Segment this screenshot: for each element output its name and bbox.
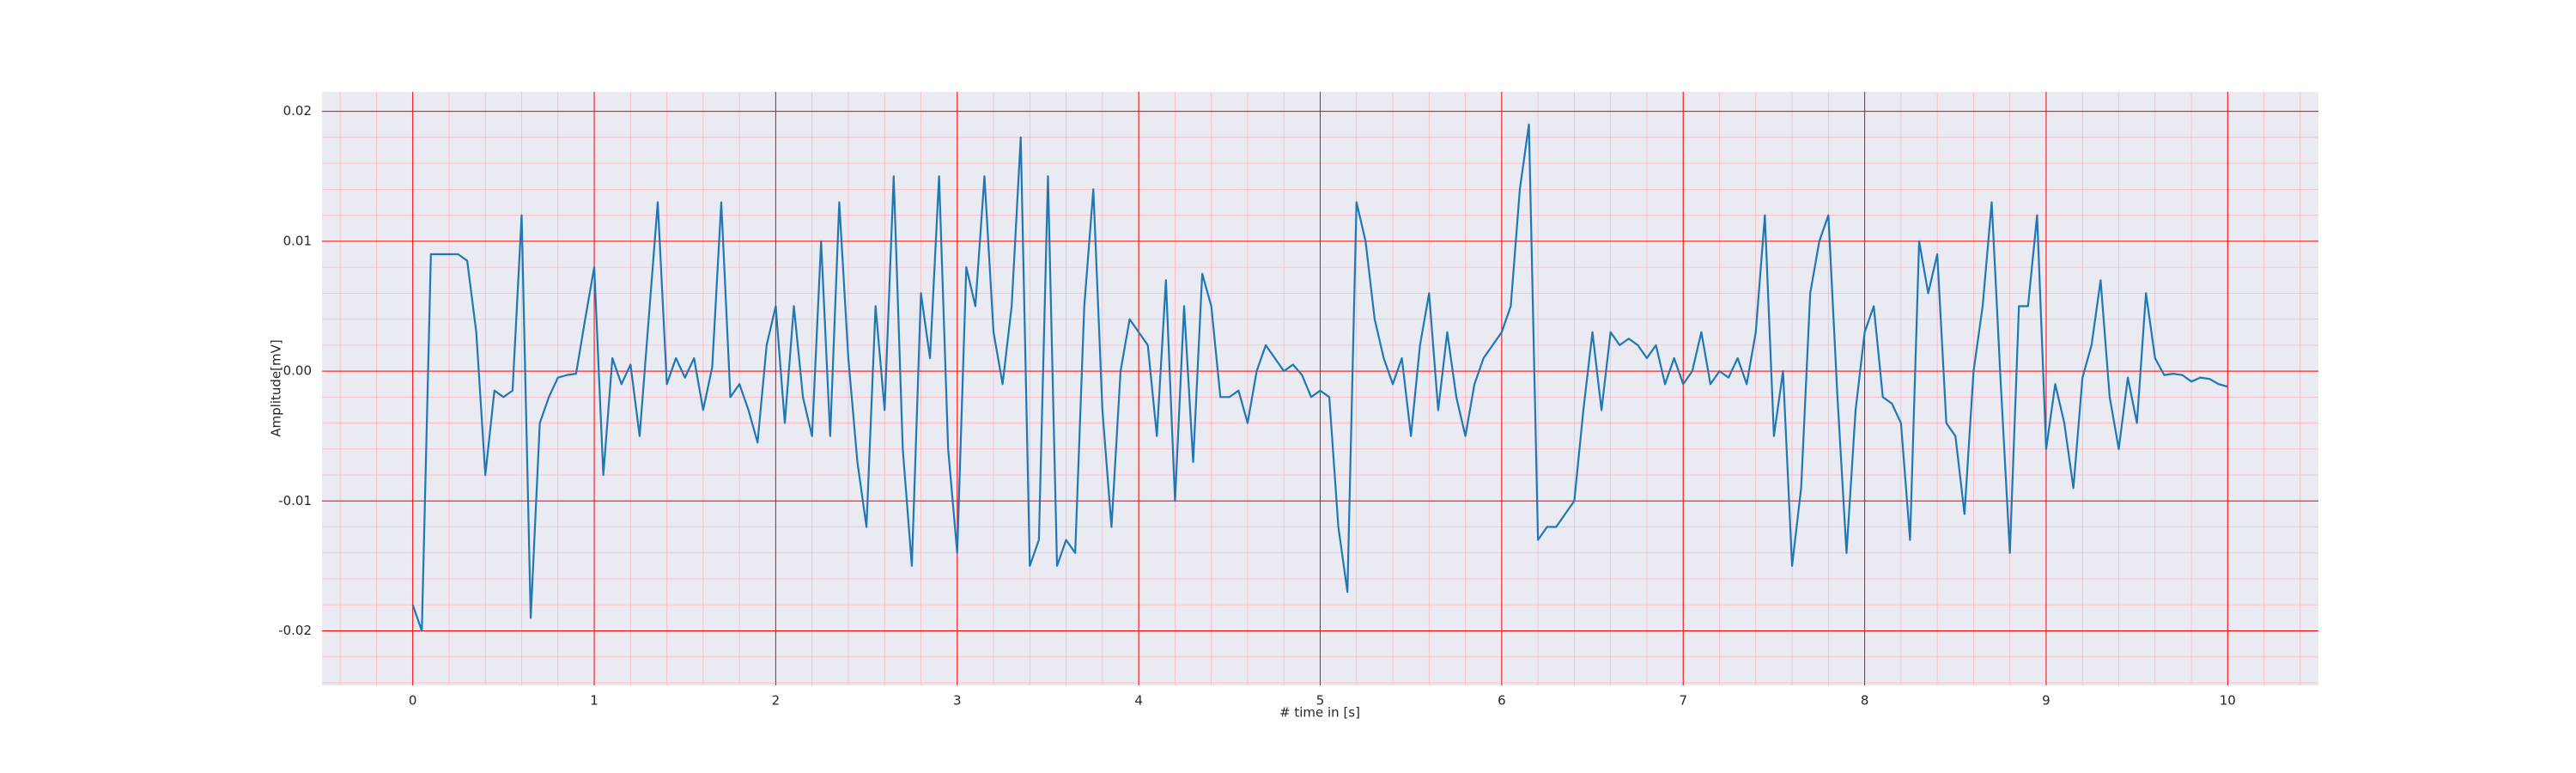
grid [322,92,2318,685]
x-tick-label: 7 [1679,693,1687,709]
y-tick-label: 0.00 [283,363,312,379]
x-tick-label: 5 [1316,693,1325,709]
x-tick-label: 1 [590,693,598,709]
y-axis-label: Amplitude[mV] [269,339,284,436]
x-tick-label: 6 [1498,693,1506,709]
x-tick-label: 2 [772,693,781,709]
y-tick-label: -0.01 [278,493,312,508]
signal-line [411,123,2228,632]
y-tick-label: 0.02 [283,103,312,119]
x-tick-label: 9 [2042,693,2050,709]
x-axis-label: # time in [s] [1279,705,1360,721]
x-tick-label: 0 [409,693,417,709]
x-tick-label: 3 [953,693,962,709]
x-tick-label: 4 [1134,693,1143,709]
plot-lines [411,123,2228,632]
y-tick-label: 0.01 [283,233,312,248]
x-tick-label: 10 [2220,693,2236,709]
x-tick-label: 8 [1861,693,1869,709]
y-tick-label: -0.02 [278,623,312,638]
